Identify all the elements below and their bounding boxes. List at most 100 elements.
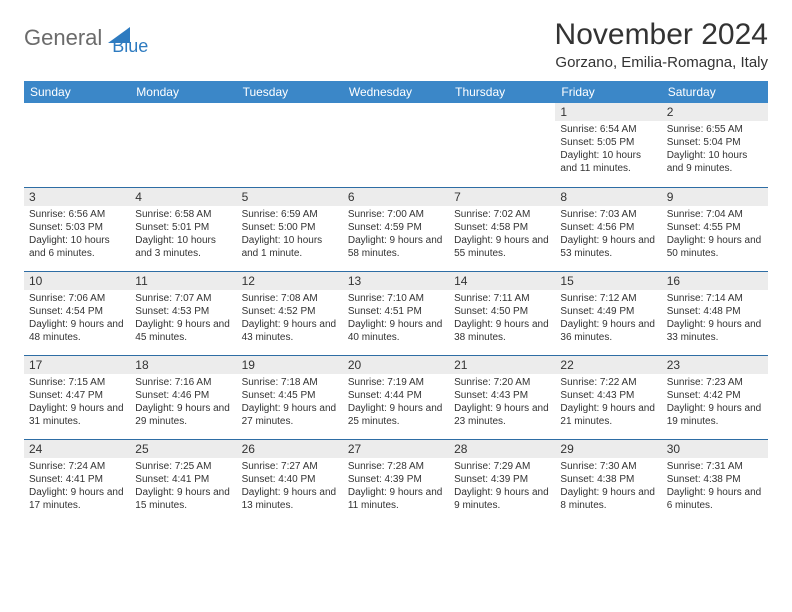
day-number: 21	[449, 356, 555, 374]
day-number: 6	[343, 188, 449, 206]
sunset-text: Sunset: 4:59 PM	[348, 221, 444, 234]
day-info: Sunrise: 7:24 AMSunset: 4:41 PMDaylight:…	[29, 460, 125, 512]
weekday-header: Thursday	[449, 81, 555, 103]
daylight-text: Daylight: 9 hours and 25 minutes.	[348, 402, 444, 428]
daylight-text: Daylight: 10 hours and 9 minutes.	[667, 149, 763, 175]
day-number: 27	[343, 440, 449, 458]
sunset-text: Sunset: 4:48 PM	[667, 305, 763, 318]
calendar-week-row: 10 Sunrise: 7:06 AMSunset: 4:54 PMDayligh…	[24, 271, 768, 355]
sunrise-text: Sunrise: 7:08 AM	[242, 292, 338, 305]
daylight-text: Daylight: 9 hours and 43 minutes.	[242, 318, 338, 344]
calendar-day-cell: 16Sunrise: 7:14 AMSunset: 4:48 PMDayligh…	[662, 271, 768, 355]
calendar-day-cell: 24Sunrise: 7:24 AMSunset: 4:41 PMDayligh…	[24, 439, 130, 523]
sunrise-text: Sunrise: 7:04 AM	[667, 208, 763, 221]
weekday-header-row: Sunday Monday Tuesday Wednesday Thursday…	[24, 81, 768, 103]
sunset-text: Sunset: 4:40 PM	[242, 473, 338, 486]
daylight-text: Daylight: 9 hours and 33 minutes.	[667, 318, 763, 344]
calendar-day-cell: 8Sunrise: 7:03 AMSunset: 4:56 PMDaylight…	[555, 187, 661, 271]
daylight-text: Daylight: 9 hours and 19 minutes.	[667, 402, 763, 428]
day-number: 9	[662, 188, 768, 206]
calendar-day-cell	[343, 103, 449, 187]
day-info: Sunrise: 7:19 AMSunset: 4:44 PMDaylight:…	[348, 376, 444, 428]
sunset-text: Sunset: 4:42 PM	[667, 389, 763, 402]
day-number: 23	[662, 356, 768, 374]
day-info: Sunrise: 6:59 AMSunset: 5:00 PMDaylight:…	[242, 208, 338, 260]
calendar-day-cell	[237, 103, 343, 187]
sunrise-text: Sunrise: 7:23 AM	[667, 376, 763, 389]
daylight-text: Daylight: 9 hours and 13 minutes.	[242, 486, 338, 512]
sunrise-text: Sunrise: 7:02 AM	[454, 208, 550, 221]
day-info: Sunrise: 7:31 AMSunset: 4:38 PMDaylight:…	[667, 460, 763, 512]
day-number: 16	[662, 272, 768, 290]
daylight-text: Daylight: 9 hours and 31 minutes.	[29, 402, 125, 428]
daylight-text: Daylight: 9 hours and 45 minutes.	[135, 318, 231, 344]
day-info: Sunrise: 6:55 AMSunset: 5:04 PMDaylight:…	[667, 123, 763, 175]
day-info: Sunrise: 7:06 AMSunset: 4:54 PMDaylight:…	[29, 292, 125, 344]
sunrise-text: Sunrise: 7:18 AM	[242, 376, 338, 389]
sunset-text: Sunset: 4:53 PM	[135, 305, 231, 318]
daylight-text: Daylight: 9 hours and 29 minutes.	[135, 402, 231, 428]
day-info: Sunrise: 7:12 AMSunset: 4:49 PMDaylight:…	[560, 292, 656, 344]
sunrise-text: Sunrise: 7:27 AM	[242, 460, 338, 473]
calendar-day-cell	[449, 103, 555, 187]
calendar-day-cell: 9Sunrise: 7:04 AMSunset: 4:55 PMDaylight…	[662, 187, 768, 271]
day-number: 10	[24, 272, 130, 290]
logo-text-general: General	[24, 25, 102, 51]
calendar-week-row: 3 Sunrise: 6:56 AMSunset: 5:03 PMDaylight…	[24, 187, 768, 271]
sunrise-text: Sunrise: 7:03 AM	[560, 208, 656, 221]
calendar-day-cell: 23 Sunrise: 7:23 AMSunset: 4:42 PMDayligh…	[662, 355, 768, 439]
sunrise-text: Sunrise: 7:25 AM	[135, 460, 231, 473]
sunrise-text: Sunrise: 6:55 AM	[667, 123, 763, 136]
header: General Blue November 2024 Gorzano, Emil…	[24, 18, 768, 71]
calendar-day-cell: 11Sunrise: 7:07 AMSunset: 4:53 PMDayligh…	[130, 271, 236, 355]
weekday-header: Saturday	[662, 81, 768, 103]
daylight-text: Daylight: 9 hours and 23 minutes.	[454, 402, 550, 428]
calendar-day-cell: 14Sunrise: 7:11 AMSunset: 4:50 PMDayligh…	[449, 271, 555, 355]
sunset-text: Sunset: 4:55 PM	[667, 221, 763, 234]
day-info: Sunrise: 7:08 AMSunset: 4:52 PMDaylight:…	[242, 292, 338, 344]
day-number: 1	[555, 103, 661, 121]
day-info: Sunrise: 7:28 AMSunset: 4:39 PMDaylight:…	[348, 460, 444, 512]
daylight-text: Daylight: 10 hours and 1 minute.	[242, 234, 338, 260]
day-number: 28	[449, 440, 555, 458]
sunset-text: Sunset: 4:39 PM	[348, 473, 444, 486]
daylight-text: Daylight: 9 hours and 58 minutes.	[348, 234, 444, 260]
daylight-text: Daylight: 9 hours and 55 minutes.	[454, 234, 550, 260]
day-info: Sunrise: 7:00 AMSunset: 4:59 PMDaylight:…	[348, 208, 444, 260]
day-info: Sunrise: 7:18 AMSunset: 4:45 PMDaylight:…	[242, 376, 338, 428]
daylight-text: Daylight: 9 hours and 48 minutes.	[29, 318, 125, 344]
day-number: 19	[237, 356, 343, 374]
calendar-day-cell: 25Sunrise: 7:25 AMSunset: 4:41 PMDayligh…	[130, 439, 236, 523]
day-number: 15	[555, 272, 661, 290]
weekday-header: Wednesday	[343, 81, 449, 103]
daylight-text: Daylight: 9 hours and 53 minutes.	[560, 234, 656, 260]
sunrise-text: Sunrise: 7:20 AM	[454, 376, 550, 389]
sunset-text: Sunset: 4:43 PM	[560, 389, 656, 402]
day-number: 29	[555, 440, 661, 458]
day-number: 3	[24, 188, 130, 206]
calendar-day-cell: 26Sunrise: 7:27 AMSunset: 4:40 PMDayligh…	[237, 439, 343, 523]
calendar-day-cell	[130, 103, 236, 187]
day-number: 20	[343, 356, 449, 374]
sunrise-text: Sunrise: 7:22 AM	[560, 376, 656, 389]
day-info: Sunrise: 7:02 AMSunset: 4:58 PMDaylight:…	[454, 208, 550, 260]
weekday-header: Monday	[130, 81, 236, 103]
day-info: Sunrise: 7:20 AMSunset: 4:43 PMDaylight:…	[454, 376, 550, 428]
calendar-day-cell: 13Sunrise: 7:10 AMSunset: 4:51 PMDayligh…	[343, 271, 449, 355]
sunset-text: Sunset: 4:51 PM	[348, 305, 444, 318]
day-info: Sunrise: 6:56 AMSunset: 5:03 PMDaylight:…	[29, 208, 125, 260]
sunset-text: Sunset: 4:50 PM	[454, 305, 550, 318]
daylight-text: Daylight: 9 hours and 6 minutes.	[667, 486, 763, 512]
sunset-text: Sunset: 4:44 PM	[348, 389, 444, 402]
daylight-text: Daylight: 9 hours and 17 minutes.	[29, 486, 125, 512]
logo: General Blue	[24, 18, 148, 57]
day-info: Sunrise: 6:54 AMSunset: 5:05 PMDaylight:…	[560, 123, 656, 175]
day-number: 12	[237, 272, 343, 290]
sunset-text: Sunset: 4:47 PM	[29, 389, 125, 402]
day-number: 18	[130, 356, 236, 374]
daylight-text: Daylight: 9 hours and 27 minutes.	[242, 402, 338, 428]
calendar-day-cell: 3 Sunrise: 6:56 AMSunset: 5:03 PMDaylight…	[24, 187, 130, 271]
day-info: Sunrise: 7:10 AMSunset: 4:51 PMDaylight:…	[348, 292, 444, 344]
sunset-text: Sunset: 4:41 PM	[29, 473, 125, 486]
sunset-text: Sunset: 5:01 PM	[135, 221, 231, 234]
